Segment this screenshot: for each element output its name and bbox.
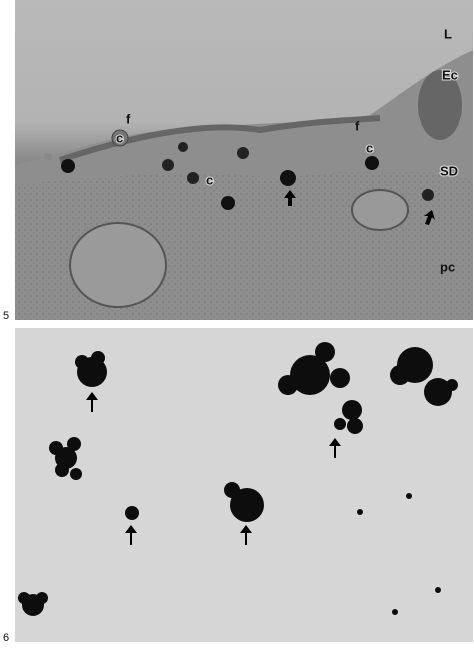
label: pc xyxy=(440,259,455,274)
label: f xyxy=(355,118,360,133)
panel-number: 5 xyxy=(3,310,9,322)
panel-6-image xyxy=(15,328,473,642)
label: Ec xyxy=(442,67,458,82)
label: c xyxy=(366,140,373,155)
arrows-6 xyxy=(86,392,341,545)
arrows-5 xyxy=(284,190,435,225)
label: c xyxy=(116,130,123,145)
label: c xyxy=(206,172,213,187)
panel-5-labels: L Ec f c f c c SD pc xyxy=(115,26,459,274)
label: L xyxy=(444,26,452,41)
label: SD xyxy=(440,163,458,178)
panel-5-image xyxy=(15,0,473,320)
label: f xyxy=(126,111,131,126)
panel-number: 6 xyxy=(3,632,9,644)
